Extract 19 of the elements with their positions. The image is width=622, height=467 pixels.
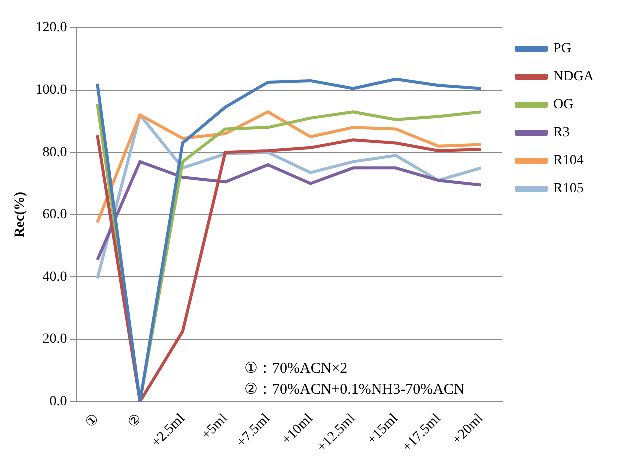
- legend-label: R104: [554, 154, 584, 169]
- x-tick-label: +5ml: [199, 411, 231, 444]
- x-tick-label: ②: [126, 412, 146, 432]
- y-tick-label: 40.0: [42, 270, 68, 285]
- legend-label: R105: [554, 182, 584, 197]
- y-axis-title: Rec(%): [13, 192, 28, 238]
- y-tick-label: 0.0: [50, 394, 68, 410]
- y-tick-label: 20.0: [42, 332, 68, 348]
- y-tick-label: 120.0: [36, 20, 68, 36]
- y-tick-label: 60.0: [42, 208, 68, 223]
- annotation: ①：70%ACN×2: [244, 361, 348, 378]
- legend-label: R3: [554, 126, 570, 141]
- legend-label: PG: [554, 42, 572, 57]
- y-tick-label: 80.0: [42, 145, 68, 160]
- annotation: ②：70%ACN+0.1%NH3-70%ACN: [244, 382, 465, 398]
- legend-label: NDGA: [554, 70, 595, 85]
- x-tick-label: ①: [83, 412, 104, 432]
- y-tick-label: 100.0: [36, 82, 68, 98]
- legend-label: OG: [554, 98, 574, 113]
